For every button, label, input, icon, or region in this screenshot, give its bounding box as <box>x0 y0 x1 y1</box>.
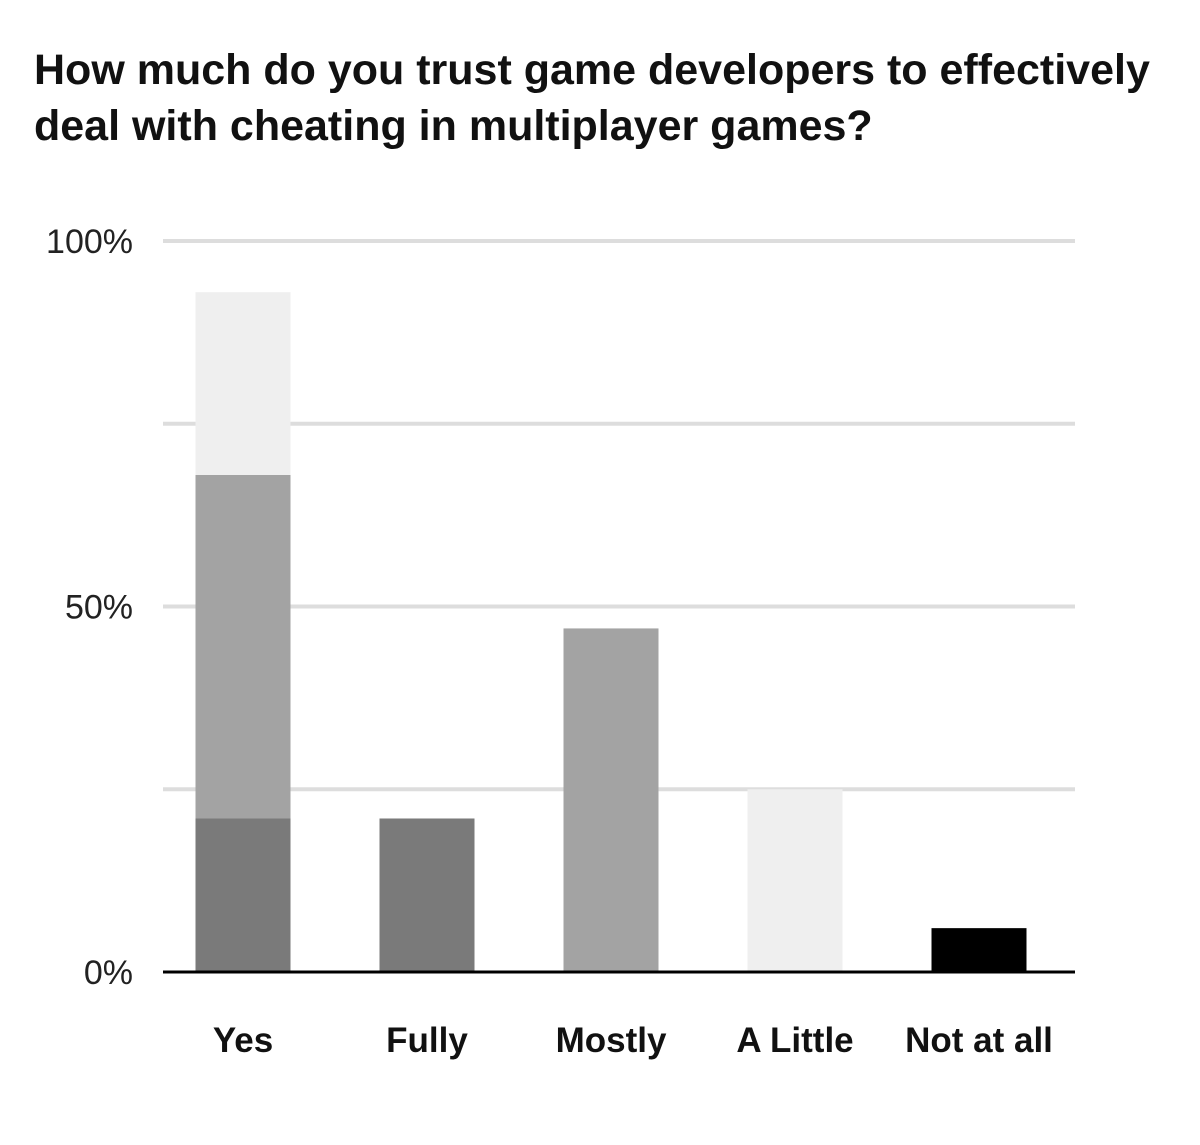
bars <box>195 292 1027 972</box>
bar-segment-mostly-1 <box>563 628 659 972</box>
category-label: Fully <box>386 1021 468 1060</box>
category-label: A Little <box>736 1021 853 1060</box>
y-tick-label: 100% <box>46 223 133 261</box>
category-label: Not at all <box>905 1021 1053 1060</box>
x-axis-category-labels: Yes Fully Mostly A Little Not at all <box>213 1021 1053 1060</box>
bar-segment-yes-3 <box>195 292 291 475</box>
y-tick-label: 0% <box>84 954 133 992</box>
bar-segment-yes-1 <box>195 818 291 972</box>
y-tick-label: 50% <box>65 589 133 627</box>
bar-segment-not-at-all-1 <box>931 928 1027 972</box>
chart-title: How much do you trust game developers to… <box>34 46 1150 150</box>
category-label: Mostly <box>556 1021 667 1060</box>
bar-segment-a-little-1 <box>747 789 843 972</box>
y-axis-tick-labels: 0% 50% 100% <box>46 223 133 992</box>
bar-segment-fully-1 <box>379 818 475 972</box>
category-label: Yes <box>213 1021 273 1060</box>
bar-segment-yes-2 <box>195 474 291 819</box>
